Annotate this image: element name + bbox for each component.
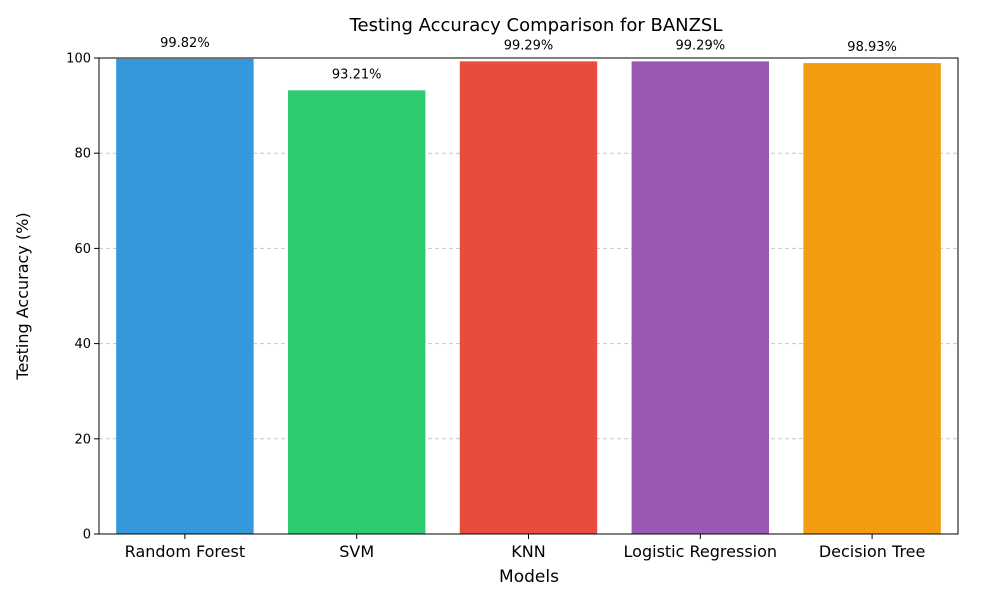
bar-value-label: 98.93% bbox=[847, 40, 897, 55]
x-tick-label: Decision Tree bbox=[819, 542, 926, 561]
chart-title: Testing Accuracy Comparison for BANZSL bbox=[349, 15, 723, 36]
bar bbox=[459, 61, 598, 534]
y-axis-label: Testing Accuracy (%) bbox=[13, 212, 32, 380]
bar bbox=[116, 58, 254, 534]
y-tick-label: 0 bbox=[83, 528, 91, 543]
y-tick-label: 80 bbox=[74, 147, 91, 162]
x-axis-label: Models bbox=[499, 567, 559, 587]
y-tick-label: 20 bbox=[74, 432, 91, 447]
y-tick-labels: 0 20 40 60 80 100 bbox=[66, 52, 91, 543]
y-tick-label: 40 bbox=[74, 337, 91, 352]
bar bbox=[287, 90, 426, 534]
y-tick-label: 100 bbox=[66, 52, 91, 67]
x-tick-label: KNN bbox=[511, 542, 545, 561]
y-tick-label: 60 bbox=[74, 242, 91, 257]
x-tick-labels: Random Forest SVM KNN Logistic Regression De… bbox=[125, 542, 926, 561]
bar-value-label: 99.29% bbox=[676, 38, 726, 53]
x-tick-label: Random Forest bbox=[125, 542, 245, 561]
bar bbox=[631, 61, 770, 534]
bars bbox=[116, 58, 941, 534]
bar bbox=[803, 63, 941, 534]
bar-value-label: 93.21% bbox=[332, 67, 382, 82]
axes bbox=[94, 57, 959, 539]
plot-frame bbox=[98, 57, 959, 535]
bar-value-label: 99.82% bbox=[160, 36, 210, 51]
x-tick-label: SVM bbox=[339, 542, 374, 561]
x-tick-label: Logistic Regression bbox=[624, 542, 777, 561]
value-labels: 99.82% 93.21% 99.29% 99.29% 98.93% bbox=[160, 36, 897, 82]
bar-value-label: 99.29% bbox=[504, 38, 554, 53]
